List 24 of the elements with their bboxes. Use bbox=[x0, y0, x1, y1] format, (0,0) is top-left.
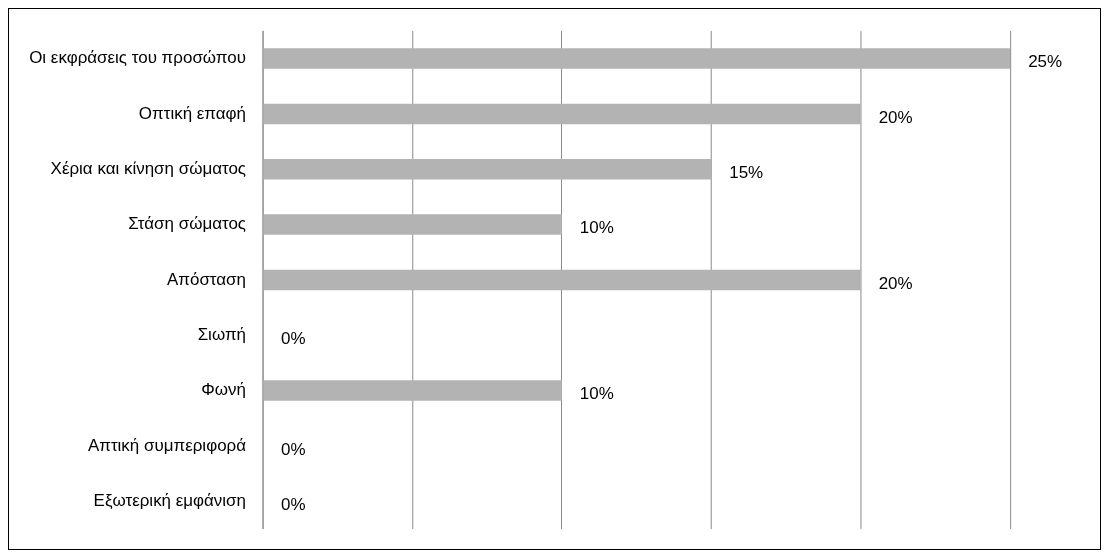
data-label: 0% bbox=[280, 439, 306, 459]
bar bbox=[263, 159, 712, 180]
y-tick-label: Απόσταση bbox=[166, 269, 247, 289]
y-tick-label: Απτική συμπεριφορά bbox=[87, 435, 247, 455]
data-label: 15% bbox=[729, 162, 764, 182]
data-label: 20% bbox=[878, 273, 913, 293]
bar bbox=[263, 48, 1011, 69]
y-tick-label: Εξωτερική εμφάνιση bbox=[93, 490, 247, 510]
y-tick-label: Στάση σώματος bbox=[128, 214, 247, 234]
y-tick-label: Οι εκφράσεις του προσώπου bbox=[29, 48, 247, 68]
data-label: 0% bbox=[280, 494, 306, 514]
y-tick-label: Χέρια και κίνηση σώματος bbox=[50, 158, 247, 178]
bar bbox=[263, 269, 861, 291]
y-tick-label: Φωνή bbox=[201, 380, 247, 400]
data-label: 10% bbox=[579, 384, 614, 404]
bar bbox=[263, 214, 562, 235]
bar bbox=[263, 380, 562, 401]
data-label: 20% bbox=[878, 107, 913, 127]
data-label: 25% bbox=[1028, 52, 1063, 72]
y-tick-label: Σιωπή bbox=[197, 324, 247, 344]
bar bbox=[263, 103, 861, 125]
data-label: 0% bbox=[280, 328, 306, 348]
y-tick-label: Οπτική επαφή bbox=[138, 103, 247, 123]
data-label: 10% bbox=[579, 218, 614, 238]
